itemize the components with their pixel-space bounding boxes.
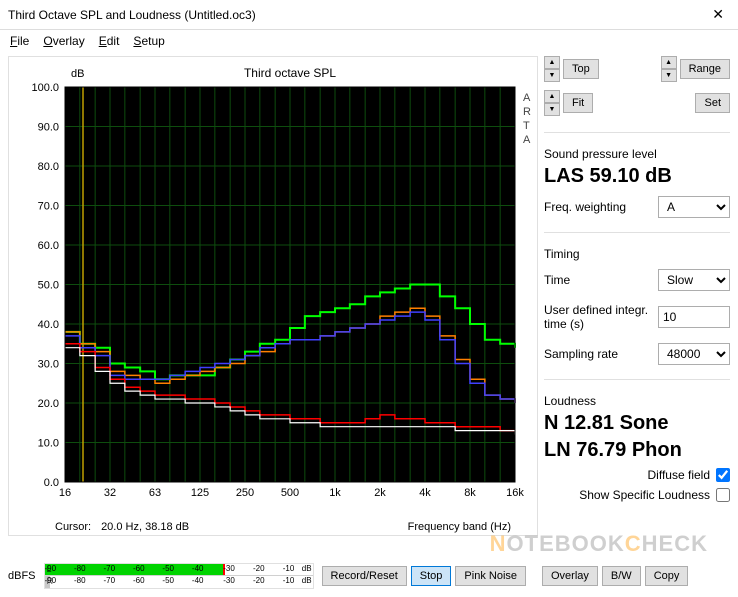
svg-text:R: R bbox=[523, 106, 531, 118]
sampling-label: Sampling rate bbox=[544, 347, 652, 361]
loudness-n: N 12.81 Sone bbox=[544, 412, 730, 435]
spl-label: Sound pressure level bbox=[544, 147, 730, 161]
cursor-label: Cursor: bbox=[55, 521, 91, 533]
svg-text:2k: 2k bbox=[374, 487, 386, 499]
svg-text:250: 250 bbox=[236, 487, 254, 499]
svg-text:125: 125 bbox=[191, 487, 209, 499]
svg-text:Third octave SPL: Third octave SPL bbox=[244, 66, 336, 80]
svg-text:4k: 4k bbox=[419, 487, 431, 499]
svg-text:80.0: 80.0 bbox=[38, 161, 59, 173]
bw-button[interactable]: B/W bbox=[602, 566, 641, 586]
svg-text:10.0: 10.0 bbox=[38, 438, 59, 450]
svg-text:8k: 8k bbox=[464, 487, 476, 499]
loudness-label: Loudness bbox=[544, 394, 730, 408]
stop-button[interactable]: Stop bbox=[411, 566, 452, 586]
svg-text:40.0: 40.0 bbox=[38, 319, 59, 331]
freq-weight-select[interactable]: A bbox=[658, 196, 730, 218]
freq-weight-label: Freq. weighting bbox=[544, 200, 652, 214]
chart-xlabel: Frequency band (Hz) bbox=[408, 521, 511, 533]
loudness-ln: LN 76.79 Phon bbox=[544, 439, 730, 462]
cursor-val: 38.18 dB bbox=[145, 521, 189, 533]
spl-reading: LAS 59.10 dB bbox=[544, 165, 730, 188]
pink-noise-button[interactable]: Pink Noise bbox=[455, 566, 526, 586]
cursor-freq: 20.0 Hz, bbox=[101, 521, 142, 533]
svg-text:A: A bbox=[523, 134, 531, 146]
svg-text:32: 32 bbox=[104, 487, 116, 499]
menubar: File Overlay Edit Setup bbox=[0, 30, 738, 52]
svg-text:63: 63 bbox=[149, 487, 161, 499]
close-icon[interactable]: ✕ bbox=[706, 6, 730, 23]
svg-text:50.0: 50.0 bbox=[38, 280, 59, 292]
set-button[interactable]: Set bbox=[695, 93, 730, 113]
svg-text:500: 500 bbox=[281, 487, 299, 499]
fit-spinner[interactable]: ▲▼ bbox=[544, 90, 560, 116]
svg-text:60.0: 60.0 bbox=[38, 240, 59, 252]
window-title: Third Octave SPL and Loudness (Untitled.… bbox=[8, 8, 706, 22]
svg-text:16: 16 bbox=[59, 487, 71, 499]
range-spinner[interactable]: ▲▼ bbox=[661, 56, 677, 82]
svg-text:100.0: 100.0 bbox=[31, 82, 59, 94]
integ-input[interactable] bbox=[658, 306, 730, 328]
diffuse-checkbox[interactable] bbox=[716, 468, 730, 482]
menu-overlay[interactable]: Overlay bbox=[43, 34, 84, 48]
dbfs-label: dBFS bbox=[8, 570, 36, 582]
copy-button[interactable]: Copy bbox=[645, 566, 689, 586]
range-button[interactable]: Range bbox=[680, 59, 730, 79]
overlay-button[interactable]: Overlay bbox=[542, 566, 598, 586]
svg-text:90.0: 90.0 bbox=[38, 122, 59, 134]
time-select[interactable]: Slow bbox=[658, 269, 730, 291]
menu-edit[interactable]: Edit bbox=[99, 34, 120, 48]
integ-label: User defined integr. time (s) bbox=[544, 303, 652, 331]
svg-text:70.0: 70.0 bbox=[38, 201, 59, 213]
svg-text:T: T bbox=[523, 120, 530, 132]
svg-text:0.0: 0.0 bbox=[44, 477, 59, 489]
show-specific-checkbox[interactable] bbox=[716, 488, 730, 502]
level-meter: L-90-80-70-60-50-40-30-20-10dBR-90-80-70… bbox=[44, 563, 314, 589]
time-label: Time bbox=[544, 273, 652, 287]
sampling-select[interactable]: 48000 bbox=[658, 343, 730, 365]
top-button[interactable]: Top bbox=[563, 59, 599, 79]
svg-text:30.0: 30.0 bbox=[38, 359, 59, 371]
svg-text:20.0: 20.0 bbox=[38, 398, 59, 410]
record-button[interactable]: Record/Reset bbox=[322, 566, 407, 586]
svg-text:16k: 16k bbox=[506, 487, 524, 499]
chart-frame: 0.0 10.0 20.0 30.0 40.0 50.0 60.0 70.0 80.0 90.0 1… bbox=[8, 56, 538, 536]
svg-text:1k: 1k bbox=[329, 487, 341, 499]
diffuse-label: Diffuse field bbox=[648, 468, 710, 482]
svg-text:A: A bbox=[523, 92, 531, 104]
spl-chart: 0.0 10.0 20.0 30.0 40.0 50.0 60.0 70.0 80.0 90.0 1… bbox=[15, 63, 531, 519]
menu-setup[interactable]: Setup bbox=[133, 34, 164, 48]
timing-label: Timing bbox=[544, 247, 730, 261]
fit-button[interactable]: Fit bbox=[563, 93, 593, 113]
top-spinner[interactable]: ▲▼ bbox=[544, 56, 560, 82]
show-specific-label: Show Specific Loudness bbox=[579, 488, 710, 502]
menu-file[interactable]: File bbox=[10, 34, 29, 48]
svg-text:dB: dB bbox=[71, 68, 84, 80]
